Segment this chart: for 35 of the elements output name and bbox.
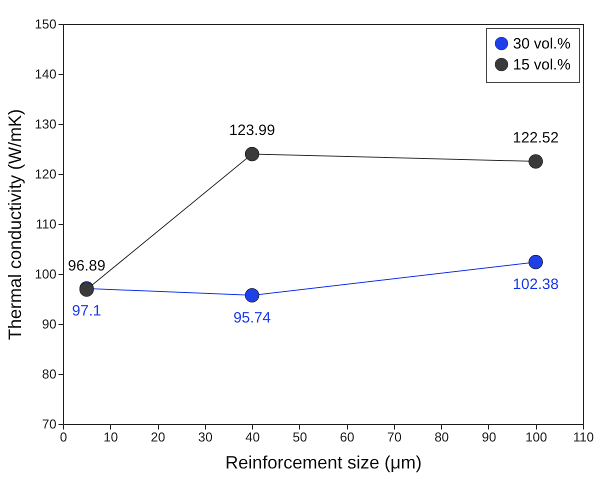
x-tick-label: 90 <box>482 430 496 444</box>
y-tick-label: 150 <box>34 16 56 32</box>
x-tick-label: 110 <box>573 430 594 444</box>
data-label: 102.38 <box>512 276 559 294</box>
x-tick-label: 70 <box>387 430 402 444</box>
y-tick-label: 70 <box>42 416 56 432</box>
x-tick-label: 100 <box>525 430 548 444</box>
point <box>244 288 260 302</box>
data-label: 122.52 <box>512 129 559 146</box>
point <box>244 146 260 162</box>
y-tick-label: 110 <box>36 216 56 232</box>
x-axis-title: Reinforcement size (μm) <box>225 452 422 472</box>
y-tick-label: 100 <box>34 266 56 282</box>
x-tick-label: 80 <box>434 430 449 444</box>
y-tick-label: 140 <box>34 66 56 82</box>
legend-label: 30 vol.% <box>513 36 571 52</box>
point <box>528 254 543 270</box>
x-tick-label: 20 <box>150 430 166 444</box>
legend-label: 15 vol.% <box>513 56 571 74</box>
x-tick-label: 40 <box>245 430 260 444</box>
data-label: 96.89 <box>68 258 106 275</box>
x-tick-label: 60 <box>340 430 354 444</box>
x-tick-label: 0 <box>60 430 68 444</box>
data-label: 95.74 <box>233 309 271 326</box>
x-tick-label: 30 <box>198 430 213 444</box>
y-tick-label: 80 <box>42 366 56 382</box>
x-tick-label: 50 <box>292 430 308 444</box>
y-axis-title: Thermal conductivity (W/mK) <box>4 108 25 340</box>
y-tick-label: 120 <box>34 166 56 182</box>
data-label: 97.1 <box>72 302 102 320</box>
y-tick-label: 90 <box>42 316 56 332</box>
data-label: 123.99 <box>229 122 276 140</box>
x-tick-label: 10 <box>104 430 118 444</box>
y-tick-label: 130 <box>34 116 56 132</box>
point <box>528 154 543 169</box>
